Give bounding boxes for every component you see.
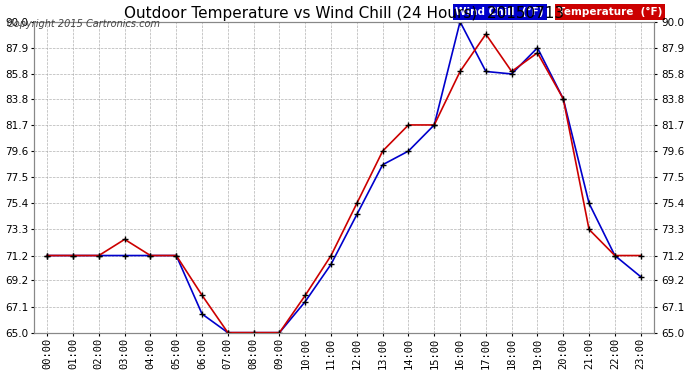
Text: Copyright 2015 Cartronics.com: Copyright 2015 Cartronics.com xyxy=(7,19,160,29)
Title: Outdoor Temperature vs Wind Chill (24 Hours)  20150713: Outdoor Temperature vs Wind Chill (24 Ho… xyxy=(124,6,564,21)
Text: Temperature  (°F): Temperature (°F) xyxy=(558,7,662,17)
Text: Wind Chill  (°F): Wind Chill (°F) xyxy=(455,7,544,17)
